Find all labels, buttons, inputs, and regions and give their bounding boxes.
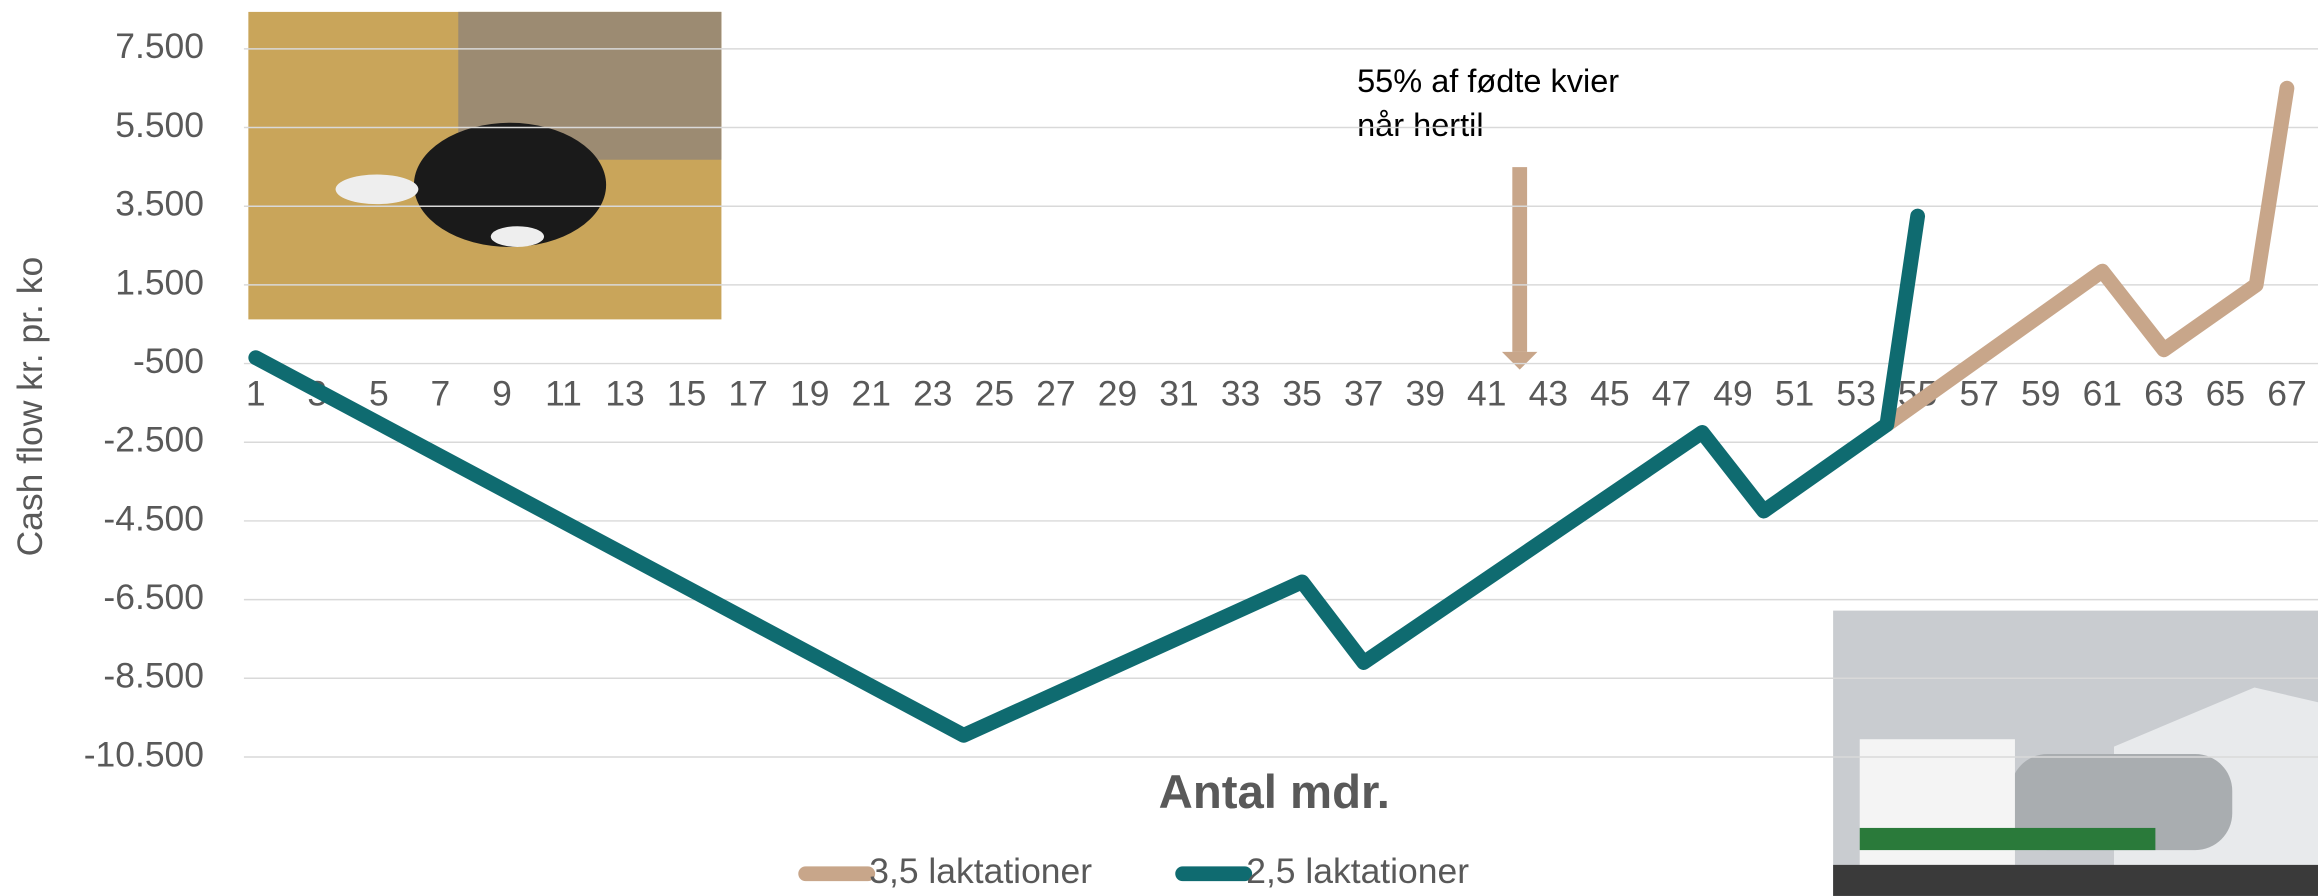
x-tick-label: 13: [605, 373, 644, 413]
annotation-arrow: [1502, 167, 1537, 370]
calf-photo: [248, 12, 721, 319]
y-tick-label: -6.500: [103, 577, 204, 617]
x-tick-label: 17: [728, 373, 767, 413]
legend-label: 2,5 laktationer: [1246, 851, 1469, 891]
x-tick-label: 67: [2267, 373, 2306, 413]
x-tick-label: 49: [1713, 373, 1752, 413]
truck-photo: [1833, 611, 2318, 896]
x-tick-label: 31: [1159, 373, 1198, 413]
y-tick-label: -500: [133, 341, 204, 381]
x-tick-label: 65: [2206, 373, 2245, 413]
x-tick-label: 63: [2144, 373, 2183, 413]
x-tick-label: 47: [1652, 373, 1691, 413]
x-axis-title: Antal mdr.: [1159, 766, 1390, 819]
y-tick-label: 1.500: [115, 262, 204, 302]
x-tick-label: 21: [852, 373, 891, 413]
y-tick-label: -10.500: [84, 734, 204, 774]
x-tick-label: 35: [1282, 373, 1321, 413]
y-tick-label: 5.500: [115, 105, 204, 145]
y-axis-title: Cash flow kr. pr. ko: [10, 257, 50, 557]
x-tick-label: 27: [1036, 373, 1075, 413]
x-tick-label: 23: [913, 373, 952, 413]
x-tick-label: 33: [1221, 373, 1260, 413]
y-tick-label: -2.500: [103, 420, 204, 460]
x-tick-label: 41: [1467, 373, 1506, 413]
x-tick-label: 11: [545, 373, 582, 413]
x-tick-label: 7: [431, 373, 451, 413]
y-tick-label: 7.500: [115, 26, 204, 66]
x-tick-label: 57: [1959, 373, 1998, 413]
x-tick-label: 29: [1098, 373, 1137, 413]
x-tick-label: 37: [1344, 373, 1383, 413]
x-tick-label: 45: [1590, 373, 1629, 413]
legend-label: 3,5 laktationer: [869, 851, 1092, 891]
y-tick-label: -8.500: [103, 656, 204, 696]
x-tick-label: 39: [1406, 373, 1445, 413]
x-tick-label: 5: [369, 373, 389, 413]
x-tick-label: 43: [1529, 373, 1568, 413]
y-tick-label: 3.500: [115, 184, 204, 224]
x-tick-label: 1: [246, 373, 266, 413]
x-tick-label: 51: [1775, 373, 1814, 413]
y-tick-label: -4.500: [103, 498, 204, 538]
x-tick-label: 15: [667, 373, 706, 413]
annotation: 55% af fødte kvier når hertil: [1357, 62, 1628, 142]
x-tick-label: 25: [975, 373, 1014, 413]
x-tick-label: 53: [1836, 373, 1875, 413]
x-tick-label: 59: [2021, 373, 2060, 413]
x-tick-label: 19: [790, 373, 829, 413]
x-tick-label: 61: [2083, 373, 2122, 413]
x-tick-label: 9: [492, 373, 512, 413]
chart: Cash flow kr. pr. ko Antal mdr. 55% af f…: [0, 0, 2318, 896]
